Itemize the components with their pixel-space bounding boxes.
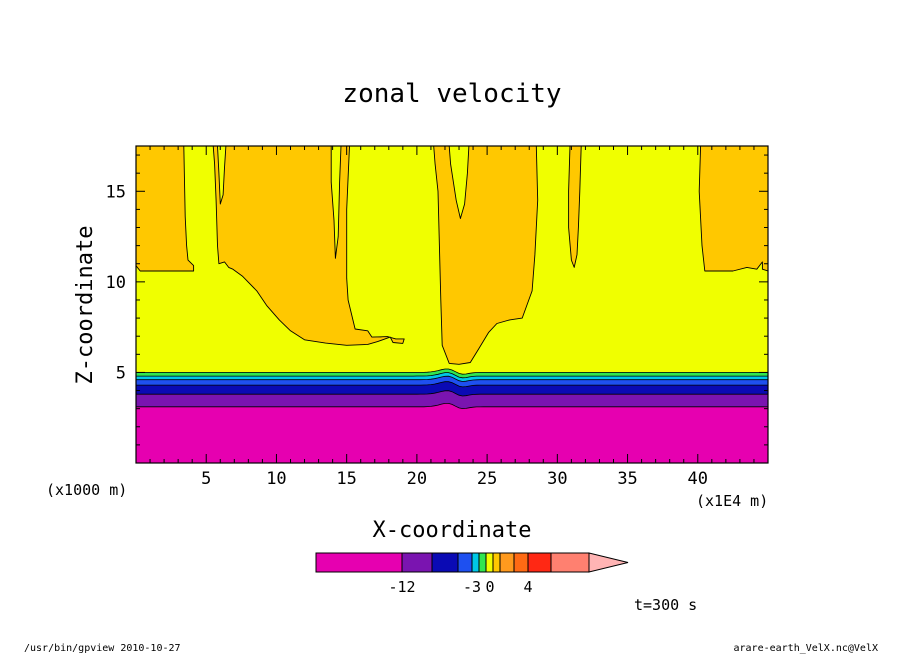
x-tick-label: 10: [266, 469, 286, 489]
colorbar-segment-red: [527, 552, 552, 573]
x-tick-label: 30: [547, 469, 567, 489]
region-spike: [568, 146, 582, 268]
y-tick-label: 10: [106, 273, 126, 293]
chart-title: zonal velocity: [342, 79, 561, 109]
y-tick-label: 5: [116, 363, 126, 383]
colorbar-segment-yellow: [485, 552, 494, 573]
x-axis-label: X-coordinate: [373, 518, 532, 543]
colorbar-segment-dark_orange: [513, 552, 529, 573]
region-right: [698, 146, 768, 272]
y-axis-label: Z-coordinate: [73, 226, 98, 385]
colorbar-labels: -12 -3 0 4: [388, 578, 532, 596]
region-left: [136, 146, 195, 272]
colorbar-tick-label: 0: [485, 578, 494, 596]
footer-right: arare-earth_VelX.nc@VelX: [734, 643, 879, 654]
x-tick-label: 20: [407, 469, 427, 489]
time-label: t=300 s: [634, 596, 697, 614]
colorbar-tick-label: -3: [463, 578, 481, 596]
y-tick-label: 15: [106, 182, 126, 202]
footer-left: /usr/bin/gpview 2010-10-27: [24, 643, 181, 654]
colorbar-segment-green: [478, 552, 487, 573]
colorbar-segment-cyan: [471, 552, 480, 573]
region-center: [433, 146, 539, 365]
plot-area: [136, 146, 768, 463]
colorbar: [315, 552, 629, 573]
x-tick-label: 5: [201, 469, 211, 489]
x-tick-label: 15: [336, 469, 356, 489]
x-unit-right: (x1E4 m): [696, 492, 768, 510]
band-magenta: [136, 403, 768, 463]
x-tick-label: 40: [688, 469, 708, 489]
colorbar-tick-label: -12: [388, 578, 415, 596]
colorbar-segment-blue: [457, 552, 473, 573]
colorbar-segment-orange_light: [492, 552, 501, 573]
colorbar-extension: [588, 552, 629, 573]
colorbar-segment-orange: [499, 552, 515, 573]
velocity-bands: [136, 146, 768, 463]
colorbar-tick-label: 4: [523, 578, 532, 596]
x-tick-label: 25: [477, 469, 497, 489]
axis-ticks: [136, 146, 768, 463]
colorbar-segment-navy: [431, 552, 459, 573]
plot-frame: [135, 145, 769, 464]
x-tick-labels: 5 10 15 20 25 30 35 40: [201, 469, 708, 489]
y-tick-labels: 5 10 15: [106, 182, 126, 383]
colorbar-segment-magenta: [315, 552, 403, 573]
region-main: [212, 146, 405, 346]
colorbar-segment-purple: [401, 552, 433, 573]
positive-velocity-regions: [136, 146, 768, 365]
colorbar-segment-salmon: [550, 552, 590, 573]
x-tick-label: 35: [617, 469, 637, 489]
x-unit-left: (x1000 m): [46, 481, 127, 499]
